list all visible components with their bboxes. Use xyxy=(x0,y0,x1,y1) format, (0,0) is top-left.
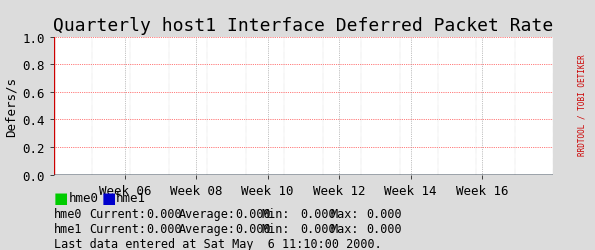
Text: ■: ■ xyxy=(101,190,115,205)
Text: 0.000: 0.000 xyxy=(366,208,402,220)
Text: hme1: hme1 xyxy=(54,222,82,235)
Text: 0.000: 0.000 xyxy=(146,222,181,235)
Text: Average:: Average: xyxy=(178,208,236,220)
Text: 0.000: 0.000 xyxy=(235,208,271,220)
Text: Average:: Average: xyxy=(178,222,236,235)
Text: Last data entered at Sat May  6 11:10:00 2000.: Last data entered at Sat May 6 11:10:00 … xyxy=(54,238,381,250)
Text: RRDTOOL / TOBI OETIKER: RRDTOOL / TOBI OETIKER xyxy=(577,54,586,156)
Text: 0.000: 0.000 xyxy=(146,208,181,220)
Text: hme0: hme0 xyxy=(68,191,98,204)
Title: Quarterly host1 Interface Deferred Packet Rate: Quarterly host1 Interface Deferred Packe… xyxy=(54,17,553,34)
Text: ■: ■ xyxy=(54,190,68,205)
Text: Max:: Max: xyxy=(330,222,359,235)
Y-axis label: Defers/s: Defers/s xyxy=(5,76,18,136)
Text: hme1: hme1 xyxy=(116,191,146,204)
Text: 0.000: 0.000 xyxy=(366,222,402,235)
Text: 0.000: 0.000 xyxy=(235,222,271,235)
Text: 0.000: 0.000 xyxy=(300,208,336,220)
Text: Max:: Max: xyxy=(330,208,359,220)
Text: Current:: Current: xyxy=(89,222,146,235)
Text: Min:: Min: xyxy=(262,222,290,235)
Text: hme0: hme0 xyxy=(54,208,82,220)
Text: Current:: Current: xyxy=(89,208,146,220)
Text: 0.000: 0.000 xyxy=(300,222,336,235)
Text: Min:: Min: xyxy=(262,208,290,220)
